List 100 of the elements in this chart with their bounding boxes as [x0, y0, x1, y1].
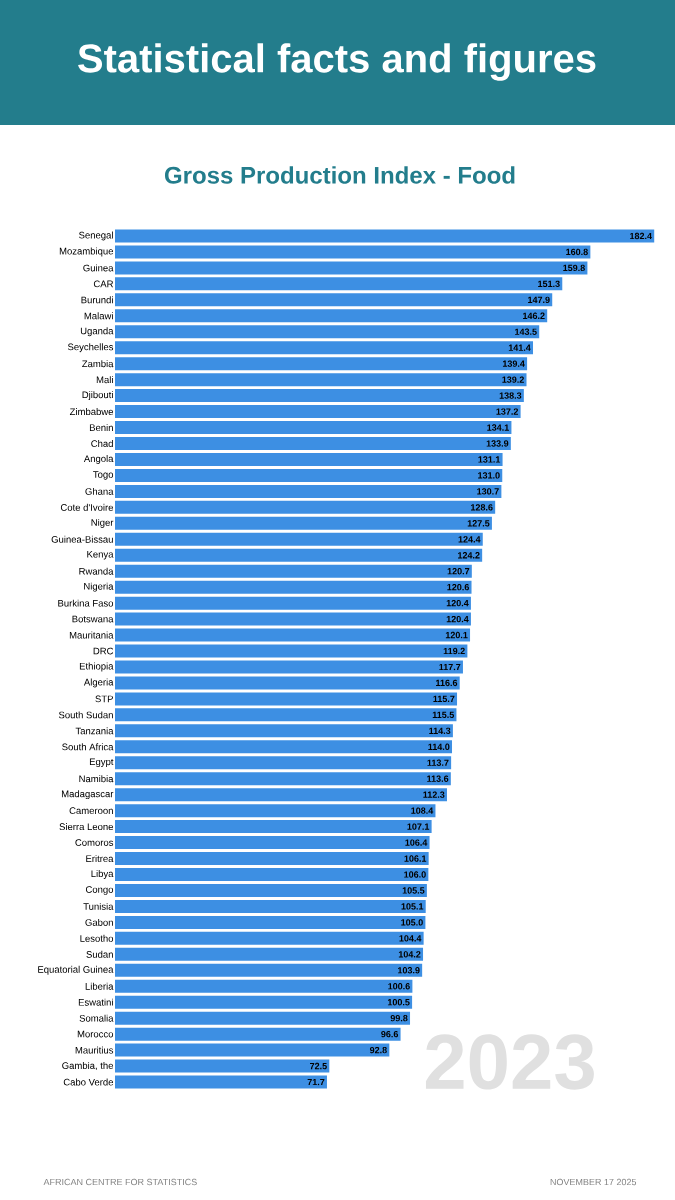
data-label: 114.3: [429, 727, 451, 735]
chart-title: Statistical facts and figures: [78, 43, 596, 81]
bar: [115, 660, 463, 674]
bar: [115, 868, 429, 881]
data-label: 108.4: [411, 807, 434, 814]
y-tick-label: Madagascar: [61, 790, 114, 800]
data-label: 71.7: [307, 1078, 325, 1086]
data-label: 120.1: [445, 631, 468, 639]
data-label: 115.7: [433, 695, 455, 703]
bar: [115, 341, 534, 355]
y-tick-label: Malawi: [84, 312, 113, 320]
y-tick-label: Comoros: [75, 839, 114, 846]
y-tick-label: Botswana: [72, 615, 114, 623]
bar: [115, 452, 503, 466]
data-label: 137.2: [496, 408, 519, 415]
y-tick-label: Burundi: [81, 296, 113, 304]
y-tick-label: Gambia, the: [62, 1062, 114, 1071]
bar: [115, 1043, 390, 1057]
y-tick-label: Zimbabwe: [69, 408, 114, 416]
data-label: 138.3: [499, 392, 522, 399]
bar: [115, 644, 468, 658]
data-label: 92.8: [369, 1046, 387, 1054]
bar: [115, 852, 429, 866]
y-tick-label: Togo: [93, 471, 114, 480]
data-label: 106.1: [404, 855, 427, 862]
bar: [115, 261, 588, 275]
data-label: 127.5: [467, 520, 490, 527]
bar: [115, 788, 447, 802]
y-tick-label: Gabon: [85, 918, 113, 926]
bar: [115, 708, 457, 722]
data-label: 159.8: [563, 264, 585, 272]
bar: [115, 245, 591, 259]
y-tick-label: Guinea-Bissau: [51, 535, 113, 543]
data-label: 104.2: [398, 951, 421, 958]
data-label: 105.0: [401, 919, 423, 926]
data-label: 124.2: [458, 552, 480, 559]
bar: [115, 612, 471, 626]
data-label: 133.9: [486, 440, 509, 447]
data-label: 120.4: [446, 615, 469, 623]
data-label: 103.9: [398, 967, 420, 974]
y-tick-label: Libya: [91, 870, 114, 879]
bar: [115, 676, 460, 690]
bar: [115, 421, 512, 435]
y-tick-label: Benin: [89, 424, 113, 432]
y-tick-label: Niger: [91, 518, 114, 528]
y-tick-label: Mauritius: [75, 1046, 114, 1054]
data-label: 116.6: [436, 679, 458, 687]
data-label: 107.1: [407, 823, 430, 830]
bar: [115, 357, 528, 371]
data-label: 115.5: [432, 711, 454, 719]
y-tick-label: Namibia: [79, 775, 114, 783]
bar: [115, 756, 452, 770]
data-label: 160.8: [566, 248, 588, 256]
data-label: 106.0: [404, 871, 426, 878]
text: NOVEMBER 17 2025: [550, 1178, 637, 1186]
data-label: 104.4: [399, 935, 422, 942]
y-tick-label: Congo: [85, 886, 114, 895]
bar: [115, 836, 430, 850]
bar: [115, 293, 553, 307]
chart-subtitle: Gross Production Index - Food: [164, 166, 515, 184]
bar: [115, 516, 492, 530]
y-tick-label: STP: [95, 695, 113, 703]
bar: [115, 309, 548, 323]
y-tick-label: Sudan: [86, 950, 113, 958]
y-tick-label: Algeria: [83, 678, 114, 688]
data-label: 131.0: [478, 472, 500, 479]
y-tick-label: Rwanda: [79, 567, 114, 575]
y-tick-label: Liberia: [85, 982, 114, 990]
y-tick-label: Uganda: [80, 327, 114, 337]
bar: [115, 899, 426, 913]
y-tick-label: Egypt: [89, 758, 114, 768]
data-label: 106.4: [405, 839, 428, 846]
y-tick-label: Kenya: [87, 550, 114, 560]
data-label: 134.1: [487, 424, 509, 431]
data-label: 114.0: [428, 743, 450, 750]
y-tick-label: Seychelles: [67, 343, 114, 353]
data-label: 105.5: [402, 887, 425, 894]
bar: [115, 229, 655, 243]
bar: [115, 1011, 411, 1025]
bar: [115, 484, 502, 498]
bar: [115, 500, 496, 514]
y-tick-label: Ethiopia: [79, 662, 114, 672]
y-tick-label: South Africa: [62, 743, 114, 751]
data-label: 182.4: [630, 232, 652, 240]
y-tick-label: Tanzania: [75, 727, 114, 735]
bar: [115, 995, 413, 1009]
data-label: 141.4: [508, 344, 531, 351]
text: AFRICAN CENTRE FOR STATISTICS: [43, 1178, 197, 1186]
bar: [115, 277, 563, 291]
bar: [115, 532, 483, 546]
y-tick-label: Ghana: [85, 487, 114, 495]
y-tick-label: Nigeria: [84, 582, 114, 592]
y-tick-label: Morocco: [77, 1030, 114, 1038]
data-label: 99.8: [390, 1014, 408, 1022]
data-label: 100.5: [387, 999, 410, 1006]
data-label: 128.6: [471, 504, 493, 511]
data-label: 151.3: [538, 280, 560, 288]
bar: [115, 692, 458, 706]
data-label: 113.6: [427, 775, 449, 782]
y-tick-label: Eswatini: [78, 998, 113, 1006]
